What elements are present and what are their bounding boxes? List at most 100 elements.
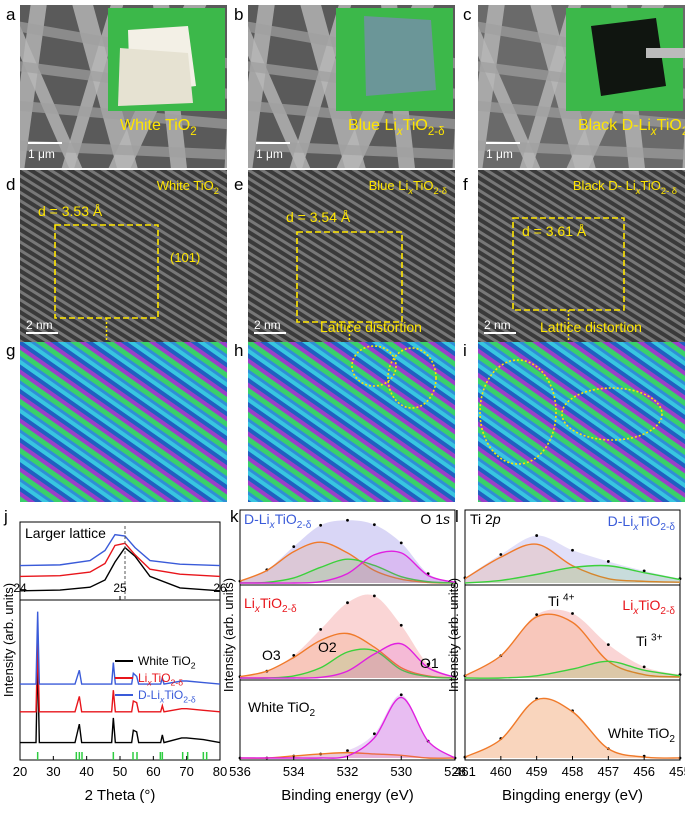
panel-letter: d	[6, 175, 15, 194]
x-tick-label: 459	[526, 764, 548, 779]
text-part: 2-δ	[682, 126, 685, 138]
text-part: 2	[669, 734, 675, 745]
y-axis-label: Intensity (arb. units)	[221, 578, 236, 692]
panel-image	[248, 170, 455, 342]
text-part: x	[254, 604, 261, 615]
text-part: O 1	[420, 511, 443, 527]
fiber	[478, 140, 685, 160]
legend-entry: LixTiO2-δ	[138, 671, 183, 688]
x-tick-label: 458	[562, 764, 584, 779]
scale-label: 2 nm	[26, 318, 53, 332]
d-spacing: d = 3.53 Å	[38, 203, 103, 219]
annotation: D-LixTiO2-δ	[608, 513, 676, 533]
component-area	[465, 698, 680, 759]
panel-letter: g	[6, 341, 15, 360]
annotation: O 1s	[420, 511, 450, 527]
x-tick-label: 60	[146, 764, 160, 779]
data-point	[346, 749, 349, 752]
text-part: Ti 2	[470, 511, 493, 527]
envelope-area	[465, 697, 680, 758]
text-part: x	[632, 606, 639, 617]
envelope-area	[240, 520, 455, 583]
series-line	[464, 613, 681, 678]
text-part: TiO	[275, 511, 297, 527]
text-part: O3	[262, 647, 281, 663]
component-area	[465, 544, 680, 583]
data-point	[292, 654, 296, 657]
annotation: Ti 3+	[636, 632, 663, 649]
scale-label: 1 μm	[256, 147, 283, 161]
text-part: Ti	[548, 593, 563, 609]
text-part: O2	[318, 639, 337, 655]
text-part: TiO	[638, 513, 660, 529]
text-part: Black D- Li	[573, 178, 636, 193]
fiber	[224, 122, 227, 168]
component-area	[240, 633, 455, 678]
text-part: Ti	[636, 633, 651, 649]
fft-image	[20, 342, 227, 502]
fiber	[478, 100, 685, 130]
x-tick-label: 456	[633, 764, 655, 779]
component-area	[240, 697, 455, 759]
fiber	[20, 100, 227, 130]
series-line	[239, 632, 456, 679]
text-part: Li	[244, 595, 255, 611]
text-part: White TiO	[248, 699, 310, 715]
annotation: LixTiO2-δ	[244, 595, 297, 615]
series-line	[240, 550, 456, 584]
panel-letter: j	[3, 507, 8, 526]
distortion-mark	[351, 345, 397, 387]
panel-image	[20, 342, 227, 502]
text-part: 2	[190, 126, 196, 138]
annotation: D-LixTiO2-δ	[244, 511, 312, 531]
annotation: O3	[262, 647, 281, 663]
series-line	[240, 642, 456, 679]
scale-label: 2 nm	[254, 318, 281, 332]
panel-letter: c	[463, 5, 472, 24]
text-part: Li	[138, 671, 147, 685]
scale-label: 2 nm	[484, 318, 511, 332]
data-point	[499, 553, 503, 556]
x-tick-label: 536	[229, 764, 251, 779]
panel-letter: i	[463, 341, 467, 360]
text-part: TiO	[413, 178, 433, 193]
data-point	[571, 612, 574, 615]
y-axis-label: Intensity (arb. units)	[446, 578, 461, 692]
series-line	[20, 657, 221, 744]
data-point	[372, 594, 376, 598]
panel-image	[478, 5, 685, 168]
note: Lattice distortion	[320, 319, 422, 335]
hrtem	[478, 170, 685, 342]
text-part: Blue Li	[348, 117, 397, 134]
sample	[118, 48, 193, 106]
series-line	[464, 660, 681, 679]
text-part: x	[396, 126, 404, 138]
caption: White TiO2	[120, 117, 197, 138]
distortion-mark	[387, 347, 437, 409]
data-point	[319, 523, 323, 527]
text-part: TiO	[638, 597, 660, 613]
caption: Blue LixTiO2-δ	[369, 178, 447, 196]
text-part: 2-δ	[183, 695, 196, 705]
data-point	[535, 534, 539, 537]
d-spacing: d = 3.61 Å	[522, 223, 587, 239]
envelope-area	[465, 609, 680, 678]
text-part: 2-δ	[297, 520, 312, 531]
panel-letter: f	[463, 175, 468, 194]
text-part: 3+	[651, 632, 663, 643]
panel-letter: l	[455, 507, 459, 526]
x-tick-label: 30	[46, 764, 60, 779]
annotation: Ti 2p	[470, 511, 501, 527]
x-tick-label: 530	[390, 764, 412, 779]
text-part: TiO	[152, 671, 171, 685]
plane: (101)	[170, 250, 200, 265]
x-tick-label: 70	[179, 764, 193, 779]
x-tick-label: 455	[669, 764, 685, 779]
x-tick-label: 534	[283, 764, 305, 779]
text-part: s	[443, 511, 450, 527]
annotation: O2	[318, 639, 337, 655]
annotation: Ti 4+	[548, 592, 575, 609]
envelope-area	[240, 694, 455, 759]
x-tick-label: 461	[454, 764, 476, 779]
